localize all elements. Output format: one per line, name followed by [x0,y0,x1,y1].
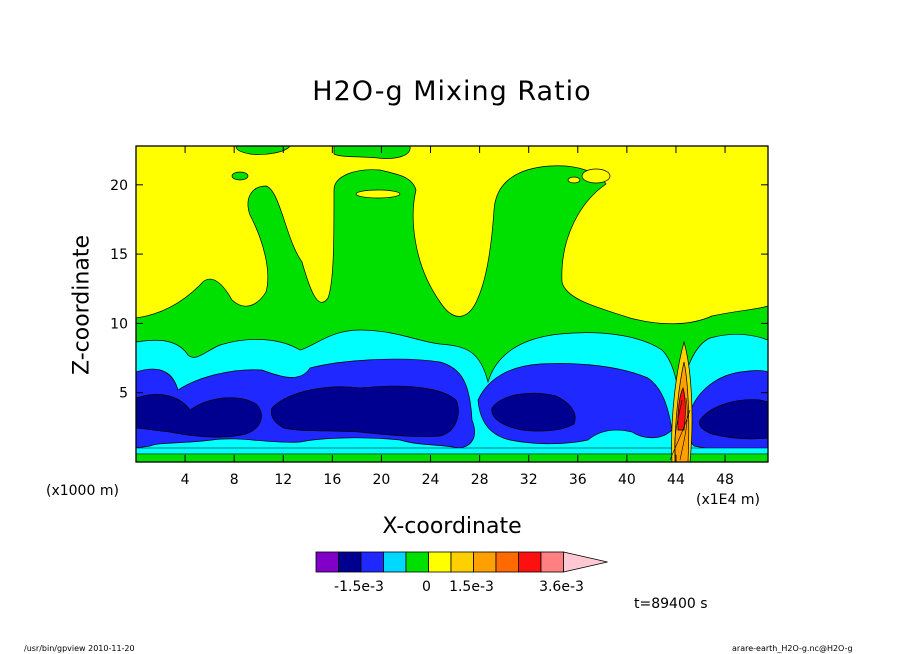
footer-right: arare-earth_H2O-g.nc@H2O-g [732,644,853,653]
colorbar-box [518,551,542,573]
band-green-top [333,146,411,159]
y-tick-label: 10 [110,316,128,332]
x-tick-label: 12 [274,472,292,488]
colorbar-label: 1.5e-3 [449,579,494,595]
x-scale-label: (x1E4 m) [696,492,760,508]
band-yellow-hole-1 [355,189,401,199]
colorbar-box [428,551,452,573]
colorbar-label: -1.5e-3 [334,579,384,595]
colorbar-box [473,551,497,573]
colorbar-box [338,551,362,573]
plume-lines [669,397,691,461]
x-tick-label: 48 [716,472,734,488]
x-tick-label: 44 [667,472,685,488]
colorbar-box [360,551,384,573]
colorbar-label: 3.6e-3 [539,579,584,595]
x-tick-label: 24 [422,472,440,488]
band-bottom-green [136,453,768,462]
band-navy-1 [136,394,262,438]
x-tick-label: 36 [569,472,587,488]
colorbar-boxes [315,551,608,573]
y-axis-ticks: 5 10 15 20 [110,178,768,402]
colorbar-box [495,551,519,573]
x-tick-label: 40 [618,472,636,488]
colorbar-box [540,551,564,573]
y-tick-label: 15 [110,247,128,263]
band-yellow-hole-3 [567,176,581,184]
plume-red [677,387,686,431]
x-axis-label: X-coordinate [382,514,522,539]
band-navy-3 [491,392,576,432]
x-axis-ticks: 4 8 12 16 20 24 28 32 36 40 44 48 [181,146,734,488]
x-unit-label: (x1000 m) [46,483,119,499]
colorbar-box [315,551,339,573]
band-yellow-hole-2 [581,168,611,184]
footer-left: /usr/bin/gpview 2010-11-20 [24,644,135,653]
colorbar-arrow [563,551,608,573]
x-tick-label: 28 [471,472,489,488]
band-navy-2 [270,385,459,437]
band-green-top2 [235,146,291,155]
colorbar-box [405,551,429,573]
chart-title: H2O-g Mixing Ratio [312,76,592,107]
x-tick-label: 8 [230,472,239,488]
colorbar-label: 0 [422,579,431,595]
x-tick-label: 16 [323,472,341,488]
plot-frame [135,145,769,463]
y-tick-label: 5 [119,386,128,402]
band-navy-4 [699,399,768,440]
y-tick-label: 20 [110,178,128,194]
x-tick-label: 32 [520,472,538,488]
time-label: t=89400 s [634,596,708,612]
colorbar-box [450,551,474,573]
contour-fill [136,146,768,462]
colorbar-labels: -1.5e-3 0 1.5e-3 3.6e-3 [334,579,584,595]
band-green-patch [231,171,249,181]
x-tick-label: 20 [373,472,391,488]
x-tick-label: 4 [181,472,190,488]
colorbar-box [383,551,407,573]
